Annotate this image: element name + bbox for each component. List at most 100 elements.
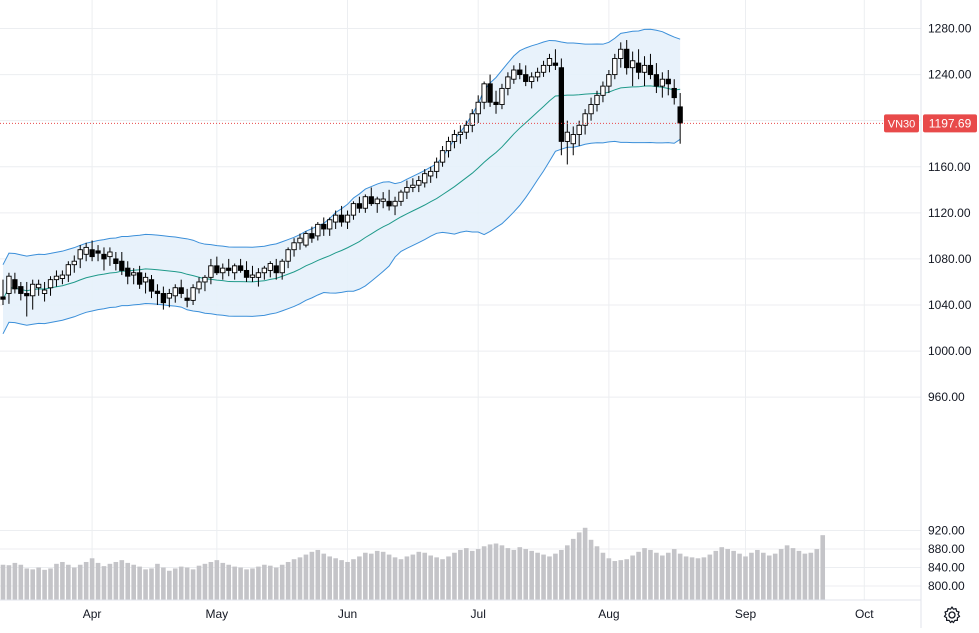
candle-body-down [12, 279, 18, 290]
candle-body-down [214, 265, 220, 274]
candle-body-up [30, 283, 36, 297]
candle [416, 175, 422, 193]
candle-body-up [196, 281, 202, 290]
volume-bar [446, 556, 451, 600]
candle-body-up [327, 219, 333, 230]
candle [136, 265, 143, 289]
candle-body-down [273, 265, 279, 274]
time-axis[interactable]: Apr May Jun Jul Aug Sep Oct [83, 607, 875, 621]
candle-body-up [511, 69, 517, 80]
candle [534, 67, 541, 82]
candle [374, 196, 380, 213]
candle-body-up [332, 214, 339, 223]
volume-bar [743, 556, 748, 600]
volume-bar [95, 562, 101, 600]
candle [18, 281, 24, 301]
volume-bar [339, 560, 344, 600]
candle-body-up [190, 287, 196, 301]
candle-body-up [570, 134, 576, 145]
volume-bar [458, 549, 463, 600]
candle [12, 272, 18, 294]
candle-body-up [457, 131, 464, 135]
volume-bar [588, 539, 594, 600]
candle [356, 196, 363, 213]
candle [540, 60, 547, 77]
candle [315, 222, 321, 241]
candle [59, 270, 66, 285]
candle-body-up [303, 233, 309, 246]
volume-bar [772, 553, 778, 600]
candle [570, 126, 576, 156]
volume-bar [48, 568, 53, 600]
candle-body-up [606, 74, 612, 87]
candle [380, 192, 386, 209]
price-axis-tick-label: 1000.00 [928, 344, 972, 358]
time-axis-label: Jul [471, 607, 486, 621]
chart-settings-button[interactable] [941, 604, 963, 626]
volume-bar [677, 553, 683, 600]
candle [612, 53, 618, 80]
volume-bar [731, 550, 736, 600]
candle-body-up [582, 113, 588, 126]
candle-body-up [166, 293, 172, 299]
candle-body-up [410, 184, 416, 188]
volume-bar [612, 561, 618, 600]
bollinger-basis-line [2, 85, 681, 300]
price-axis-tick-label: 1280.00 [928, 22, 972, 36]
volume-bar [820, 535, 826, 600]
candle-body-up [404, 187, 410, 193]
volume-bar [493, 543, 499, 600]
candle-body-up [618, 48, 624, 59]
candle-body-up [285, 249, 291, 262]
candle [321, 217, 327, 236]
candle-body-up [588, 104, 594, 115]
candle [89, 240, 95, 262]
volume-bar [196, 565, 202, 600]
volume-bar [428, 555, 433, 600]
volume-bar [149, 568, 154, 600]
candle-body-down [647, 64, 654, 76]
candle-body-up [481, 83, 487, 103]
candle-body-down [309, 233, 315, 239]
price-axis-tick-label: 1240.00 [928, 68, 972, 82]
volume-bar [660, 555, 665, 600]
volume-bar [89, 558, 95, 600]
volume-bar [226, 564, 232, 600]
volume-bar [178, 566, 184, 600]
candle [101, 247, 107, 271]
candle [618, 42, 624, 68]
candle-body-up [445, 140, 452, 152]
volume-bar [547, 556, 552, 600]
candle [47, 276, 54, 296]
volume-bar [321, 553, 327, 600]
volume-bar [725, 549, 730, 600]
candle [142, 272, 149, 294]
candle [653, 63, 660, 94]
candlesticks [0, 40, 683, 317]
candle-body-up [255, 272, 262, 278]
volume-bar [54, 563, 59, 600]
volume-bar [713, 550, 719, 600]
candle [184, 288, 190, 308]
candle-body-up [249, 274, 256, 278]
candle-body-up [362, 196, 368, 209]
candle [451, 129, 458, 149]
last-price-tag: VN30 1197.69 [884, 114, 977, 133]
candle-body-down [136, 272, 143, 285]
volume-bar [374, 550, 380, 600]
candle-body-down [321, 223, 327, 230]
candle-body-up [77, 249, 83, 260]
candle-body-up [315, 223, 321, 237]
volume-bar [279, 564, 285, 600]
candle-body-up [374, 198, 380, 205]
candle-body-up [564, 131, 570, 142]
candle [457, 125, 464, 144]
candle [327, 217, 333, 236]
candle [154, 284, 161, 305]
candle [647, 53, 654, 80]
candle [469, 109, 475, 133]
volume-bar [559, 549, 564, 600]
candle [523, 65, 529, 87]
